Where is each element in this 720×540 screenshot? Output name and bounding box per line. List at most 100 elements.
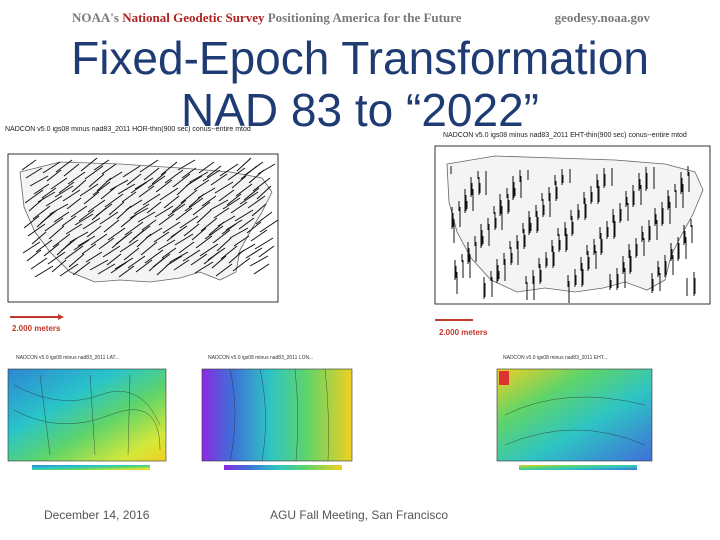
shift-vector bbox=[69, 231, 89, 243]
shift-vector bbox=[200, 217, 218, 232]
shift-vector bbox=[53, 211, 70, 223]
shift-vector bbox=[48, 225, 65, 240]
shift-vector bbox=[128, 229, 145, 244]
shift-vector bbox=[110, 261, 128, 274]
shift-vector bbox=[196, 209, 212, 224]
shift-vector bbox=[238, 217, 255, 230]
shift-vector bbox=[221, 223, 237, 235]
shift-vector bbox=[111, 235, 127, 249]
small-map-3-caption: NADCON v5.0 igs08 minus nad83_2011 EHT..… bbox=[503, 355, 608, 361]
shift-vector bbox=[36, 213, 52, 228]
shift-vector bbox=[202, 169, 221, 182]
shift-vector bbox=[135, 259, 153, 273]
shift-vector bbox=[62, 189, 81, 202]
shift-vector bbox=[58, 181, 75, 194]
shift-vector bbox=[29, 175, 49, 187]
shift-vector bbox=[130, 181, 148, 194]
shift-vector bbox=[171, 199, 187, 213]
shift-vector bbox=[100, 185, 118, 200]
shift-vector bbox=[193, 179, 210, 191]
agency-name: National Geodetic Survey bbox=[122, 10, 265, 25]
shift-vector bbox=[259, 219, 279, 233]
shift-vector bbox=[253, 263, 270, 275]
shift-vector bbox=[120, 213, 138, 228]
shift-vector bbox=[245, 247, 263, 259]
shift-vector bbox=[35, 239, 53, 253]
shift-vector bbox=[165, 255, 183, 267]
ellipsoid-height-map-graphic bbox=[434, 145, 711, 321]
shift-vector bbox=[87, 199, 106, 213]
agency-header: NOAA's National Geodetic Survey Position… bbox=[72, 10, 462, 26]
shift-vector bbox=[192, 201, 211, 216]
shift-vector bbox=[201, 195, 217, 207]
shift-vector bbox=[91, 207, 107, 221]
shift-vector bbox=[79, 183, 99, 197]
shift-vector bbox=[151, 171, 167, 185]
shift-vector bbox=[42, 161, 61, 174]
shift-vector bbox=[230, 201, 248, 214]
small-map-2-caption: NADCON v5.0 igs08 minus nad83_2011 LON..… bbox=[208, 355, 314, 361]
footer-event: AGU Fall Meeting, San Francisco bbox=[270, 508, 449, 522]
shift-vector bbox=[107, 227, 126, 241]
shift-vector bbox=[243, 187, 260, 201]
agency-prefix: NOAA's bbox=[72, 10, 123, 25]
shift-vector bbox=[183, 223, 200, 237]
shift-vector bbox=[179, 215, 199, 229]
shift-vector bbox=[54, 185, 74, 198]
shift-vector bbox=[47, 251, 66, 265]
shift-vector bbox=[174, 233, 194, 246]
shift-vector bbox=[154, 205, 174, 218]
shift-vector bbox=[118, 265, 135, 278]
shift-vector bbox=[153, 231, 170, 243]
shift-vector bbox=[141, 219, 157, 231]
shift-vector bbox=[166, 229, 182, 242]
shift-vector bbox=[56, 241, 72, 256]
shift-vector bbox=[240, 165, 258, 180]
shift-vector bbox=[101, 163, 117, 175]
shift-vector bbox=[247, 195, 266, 209]
horizontal-scale-label: 2.000 meters bbox=[12, 324, 61, 333]
shift-vector bbox=[258, 245, 275, 258]
shift-vector bbox=[143, 167, 160, 181]
small-map-2: NADCON v5.0 igs08 minus nad83_2011 LON..… bbox=[200, 355, 360, 485]
shift-vector bbox=[209, 199, 229, 211]
shift-vector bbox=[77, 235, 96, 247]
shift-vector bbox=[227, 167, 246, 181]
shift-vector bbox=[26, 249, 42, 262]
shift-vector bbox=[197, 187, 216, 199]
shift-vector bbox=[33, 183, 50, 195]
shift-vector bbox=[214, 181, 234, 194]
small-map-3: NADCON v5.0 igs08 minus nad83_2011 EHT..… bbox=[495, 355, 660, 485]
shift-vector bbox=[66, 197, 82, 210]
shift-vector bbox=[234, 209, 254, 222]
shift-vector bbox=[104, 193, 124, 208]
shift-vector bbox=[210, 173, 228, 186]
shift-vector bbox=[246, 221, 262, 234]
shift-vector bbox=[199, 243, 219, 257]
shift-vector bbox=[211, 255, 227, 269]
shift-vector bbox=[32, 205, 51, 220]
horizontal-shift-map-caption: NADCON v5.0 igs08 minus nad83_2011 HOR-t… bbox=[5, 126, 285, 133]
shift-vector bbox=[127, 255, 146, 269]
small-map-1-caption: NADCON v5.0 igs08 minus nad83_2011 LAT..… bbox=[16, 355, 120, 361]
shift-vector bbox=[235, 183, 253, 197]
shift-vector bbox=[172, 173, 191, 188]
small-map-2-graphic bbox=[201, 368, 353, 470]
shift-vector bbox=[78, 209, 95, 222]
shift-vector bbox=[103, 219, 120, 233]
shift-vector bbox=[256, 185, 272, 200]
shift-vector bbox=[233, 235, 250, 247]
shift-vector bbox=[175, 207, 193, 221]
shift-vector bbox=[83, 191, 100, 205]
shift-vector bbox=[30, 257, 48, 270]
shift-vector bbox=[161, 247, 177, 259]
shift-vector bbox=[129, 207, 149, 219]
shift-vector bbox=[140, 241, 158, 256]
shift-vector bbox=[45, 195, 63, 207]
shift-vector bbox=[133, 203, 150, 215]
shift-vector bbox=[139, 159, 159, 173]
shift-vector bbox=[63, 163, 80, 177]
shift-vector bbox=[98, 237, 115, 250]
shift-vector bbox=[97, 263, 116, 275]
shift-vector bbox=[159, 187, 179, 201]
